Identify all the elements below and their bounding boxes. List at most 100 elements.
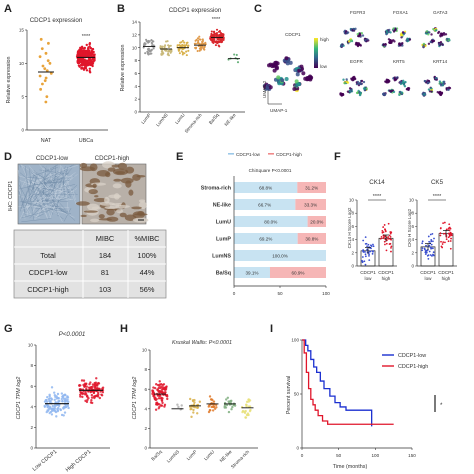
subtype-point xyxy=(146,51,150,54)
panel-g-point xyxy=(84,390,87,394)
umap-legend-high: high xyxy=(320,37,329,42)
umap-cell-point xyxy=(345,78,348,81)
nat-point xyxy=(44,76,48,80)
panel-f-point xyxy=(445,228,448,231)
panel-b-significance: **** xyxy=(212,17,221,23)
panel-h-point xyxy=(160,404,164,407)
panel-g-ytick-label: 10 xyxy=(28,343,34,348)
ubca-point xyxy=(92,59,96,62)
subtype-point xyxy=(161,45,164,48)
panel-g-point xyxy=(67,406,70,410)
ihc-stain-blob xyxy=(87,203,100,211)
umap-cell-point xyxy=(404,80,407,84)
umap-cell-point xyxy=(386,31,389,34)
f-xcat-low-1b: CDCP1 xyxy=(420,270,436,275)
ihc-stain-blob xyxy=(107,167,116,172)
panel-b-ylabel: Relative expression xyxy=(120,44,126,91)
ubca-point xyxy=(88,71,92,74)
umap-cell-point xyxy=(280,78,285,83)
panel-g-stat: P<0.0001 xyxy=(59,331,86,338)
bar-value-low: 39.1% xyxy=(245,271,258,276)
panel-h-point xyxy=(208,404,211,407)
umap-cell-point xyxy=(446,88,450,91)
umap-cell-point xyxy=(398,90,401,94)
panel-f-point xyxy=(448,223,451,226)
panel-f-ytick-label: 10 xyxy=(349,198,355,203)
subtype-point xyxy=(185,43,188,47)
panel-h-point xyxy=(244,416,248,419)
panel-f-point xyxy=(383,236,385,239)
ihc-texture-stroke xyxy=(49,185,65,219)
panel-h-point xyxy=(160,388,164,391)
umap-cell-point xyxy=(422,45,426,48)
panel-f-point xyxy=(430,243,433,246)
panel-g-point xyxy=(62,407,65,410)
panel-b-xtick-label: NE-like xyxy=(223,112,237,127)
umap-cell-point xyxy=(355,91,359,95)
ihc-texture-stroke xyxy=(21,218,52,223)
panel-g-point xyxy=(78,384,81,387)
subtype-point xyxy=(149,50,152,53)
ihc-texture-stroke xyxy=(49,174,74,178)
subtype-point xyxy=(198,38,201,41)
ihc-stain-blob xyxy=(102,161,115,169)
umap-cell-point xyxy=(360,82,363,86)
bar-value-low: 69.2% xyxy=(259,237,272,242)
nat-point xyxy=(43,67,47,71)
panel-c: C CDCP1 FGFR3 FOXA1 GATA3 EGFR KRT5 KRT1… xyxy=(254,3,452,113)
umap-cell-point xyxy=(394,78,398,81)
ihc-stain-blob xyxy=(79,162,88,168)
panel-h-point xyxy=(157,386,160,390)
panel-f-ytick-label: 0 xyxy=(351,264,354,269)
panel-f-point xyxy=(441,243,444,245)
panel-h-point xyxy=(247,405,251,408)
subtype-point xyxy=(150,39,153,42)
panel-f-point xyxy=(361,256,364,258)
panel-f-point xyxy=(449,240,452,242)
ihc-texture-stroke xyxy=(19,172,76,221)
umap-axis1-label: UMAP-1 xyxy=(270,108,288,113)
panel-i-ytick-label: 50 xyxy=(294,392,300,397)
table-cell: 44% xyxy=(140,268,155,277)
bar-cdcp1-high xyxy=(297,182,326,193)
ihc-texture-stroke xyxy=(30,197,59,216)
panel-g-point xyxy=(85,382,88,385)
umap-cell-point xyxy=(401,44,404,47)
ihc-texture-stroke xyxy=(35,170,54,200)
table-cell: 100% xyxy=(138,251,157,260)
ihc-texture-stroke xyxy=(32,185,50,213)
panel-b-xtick-label: Stroma-rich xyxy=(184,112,203,134)
subtype-point xyxy=(185,50,188,53)
panel-h-point xyxy=(212,400,216,403)
ihc-stain-blob xyxy=(112,168,129,176)
panel-h-point xyxy=(230,407,233,411)
umap-cell-point xyxy=(430,90,433,93)
legend-swatch-low xyxy=(228,153,234,155)
umap-cell-point xyxy=(439,92,442,96)
umap-cell-point xyxy=(356,32,359,36)
panel-h-ytick-label: 0 xyxy=(144,446,147,451)
ihc-texture-stroke xyxy=(21,206,62,219)
umap-cell-point xyxy=(428,31,431,34)
subtype-point xyxy=(201,39,205,42)
umap-cell-point xyxy=(356,80,360,84)
panel-g-point xyxy=(85,385,88,388)
umap-cell-point xyxy=(392,39,395,42)
panel-h-point xyxy=(158,405,161,408)
panel-h-point xyxy=(192,408,195,412)
panel-i-xlabel: Time (months) xyxy=(333,464,368,470)
ihc-stain-blob xyxy=(93,198,108,203)
panel-g-point xyxy=(60,397,64,401)
panel-f-point xyxy=(439,232,442,235)
table-cell: CDCP1-low xyxy=(29,268,68,277)
panel-h-stat: Kruskal Wallis: P<0.0001 xyxy=(172,340,232,346)
panel-f-point xyxy=(432,251,435,254)
ihc-stain-blob xyxy=(136,175,146,178)
panel-f-point xyxy=(389,238,392,240)
panel-h-point xyxy=(164,386,167,389)
bar-cdcp1-high xyxy=(297,233,326,244)
umap-cell-point xyxy=(360,32,364,35)
panel-g-point xyxy=(85,387,88,391)
subtype-point xyxy=(198,49,201,52)
panel-i-xtick-label: 0 xyxy=(301,453,304,458)
